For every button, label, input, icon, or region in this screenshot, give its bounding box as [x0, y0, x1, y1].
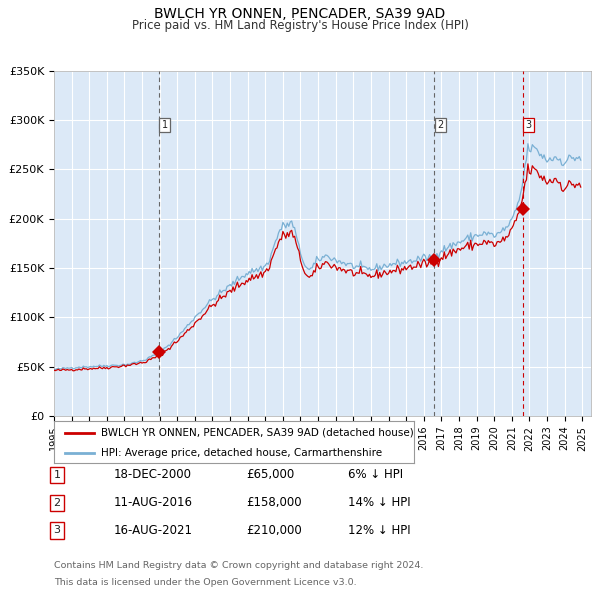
Text: £65,000: £65,000	[246, 468, 294, 481]
Text: 2: 2	[53, 498, 61, 507]
Text: £158,000: £158,000	[246, 496, 302, 509]
Text: 3: 3	[53, 526, 61, 535]
Text: Price paid vs. HM Land Registry's House Price Index (HPI): Price paid vs. HM Land Registry's House …	[131, 19, 469, 32]
Text: 2: 2	[437, 120, 443, 130]
Text: Contains HM Land Registry data © Crown copyright and database right 2024.: Contains HM Land Registry data © Crown c…	[54, 561, 424, 570]
Text: 11-AUG-2016: 11-AUG-2016	[114, 496, 193, 509]
Text: 1: 1	[53, 470, 61, 480]
Text: £210,000: £210,000	[246, 524, 302, 537]
Text: 3: 3	[526, 120, 532, 130]
Text: BWLCH YR ONNEN, PENCADER, SA39 9AD: BWLCH YR ONNEN, PENCADER, SA39 9AD	[154, 7, 446, 21]
Text: HPI: Average price, detached house, Carmarthenshire: HPI: Average price, detached house, Carm…	[101, 448, 382, 457]
Text: 12% ↓ HPI: 12% ↓ HPI	[348, 524, 410, 537]
Text: BWLCH YR ONNEN, PENCADER, SA39 9AD (detached house): BWLCH YR ONNEN, PENCADER, SA39 9AD (deta…	[101, 428, 413, 438]
Text: 1: 1	[161, 120, 168, 130]
Text: This data is licensed under the Open Government Licence v3.0.: This data is licensed under the Open Gov…	[54, 578, 356, 586]
Text: 6% ↓ HPI: 6% ↓ HPI	[348, 468, 403, 481]
Text: 14% ↓ HPI: 14% ↓ HPI	[348, 496, 410, 509]
Text: 18-DEC-2000: 18-DEC-2000	[114, 468, 192, 481]
Text: 16-AUG-2021: 16-AUG-2021	[114, 524, 193, 537]
